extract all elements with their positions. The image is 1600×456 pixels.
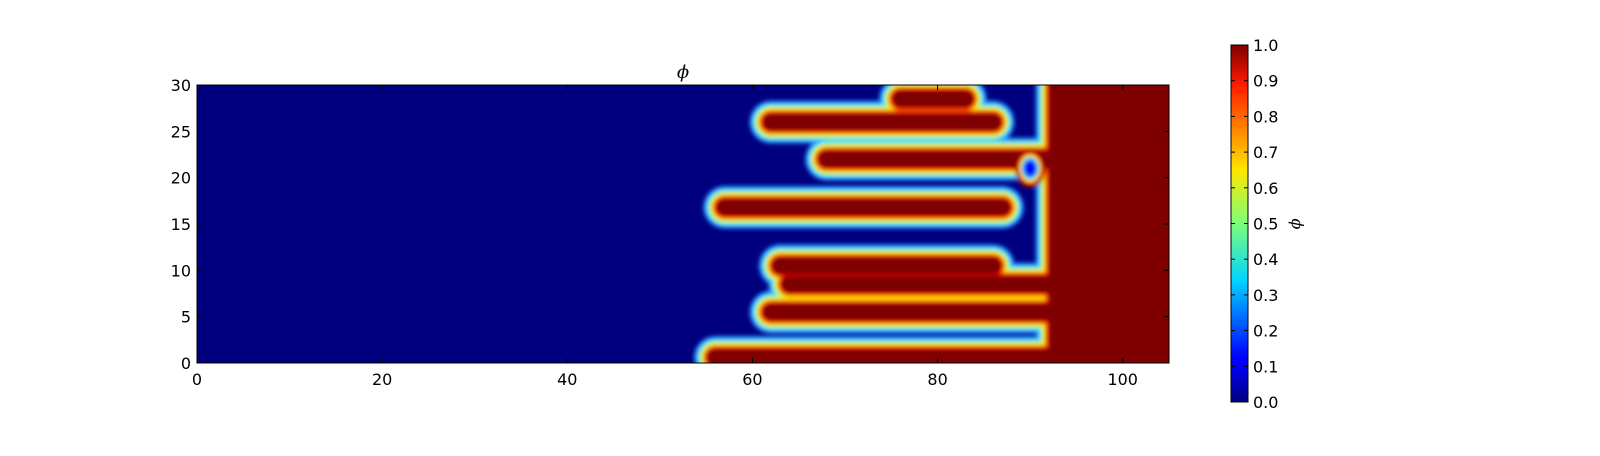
colorbar-tick-label: 0.6 bbox=[1253, 179, 1278, 198]
colorbar-tick-label: 0.2 bbox=[1253, 322, 1278, 341]
chart-title: ϕ bbox=[677, 62, 689, 83]
x-tick-label: 80 bbox=[927, 370, 947, 389]
y-tick-label: 30 bbox=[171, 76, 191, 95]
y-tick-label: 5 bbox=[181, 308, 191, 327]
x-axis: 0 20 40 60 80 100 bbox=[192, 85, 1138, 389]
colorbar-tick-label: 0.7 bbox=[1253, 143, 1278, 162]
colorbar: 0.0 0.1 0.2 0.3 0.4 0.5 0.6 0.7 0.8 0.9 1.0 ϕ bbox=[1230, 36, 1307, 412]
low-blob bbox=[1024, 160, 1037, 177]
colorbar-tick-label: 0.9 bbox=[1253, 72, 1278, 91]
colorbar-label: ϕ bbox=[1288, 219, 1307, 230]
colorbar-tick-label: 0.4 bbox=[1253, 250, 1278, 269]
colorbar-tick-label: 1.0 bbox=[1253, 36, 1278, 55]
y-tick-label: 0 bbox=[181, 354, 191, 373]
x-tick-label: 60 bbox=[742, 370, 762, 389]
colorbar-tick-label: 0.5 bbox=[1253, 215, 1278, 234]
x-tick-label: 20 bbox=[372, 370, 392, 389]
y-tick-label: 25 bbox=[171, 122, 191, 141]
heatmap-field bbox=[197, 85, 1169, 363]
colorbar-tick-label: 0.3 bbox=[1253, 286, 1278, 305]
x-tick-label: 0 bbox=[192, 370, 202, 389]
colorbar-tick-label: 0.8 bbox=[1253, 107, 1278, 126]
colorbar-tick-label: 0.0 bbox=[1253, 393, 1278, 412]
colorbar-tick-label: 0.1 bbox=[1253, 357, 1278, 376]
y-tick-label: 20 bbox=[171, 169, 191, 188]
x-tick-label: 100 bbox=[1107, 370, 1138, 389]
phase-field-layer bbox=[694, 85, 1169, 363]
y-tick-label: 10 bbox=[171, 261, 191, 280]
colorbar-ticks: 0.0 0.1 0.2 0.3 0.4 0.5 0.6 0.7 0.8 0.9 1.0 bbox=[1231, 36, 1278, 412]
x-tick-label: 40 bbox=[557, 370, 577, 389]
y-tick-label: 15 bbox=[171, 215, 191, 234]
y-axis: 0 5 10 15 20 25 30 bbox=[171, 76, 1169, 373]
